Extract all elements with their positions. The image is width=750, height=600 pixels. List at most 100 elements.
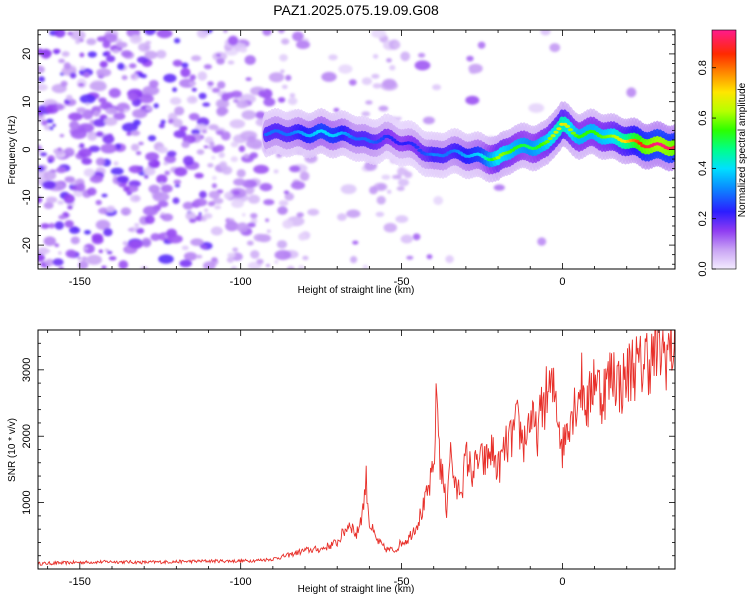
- spectrogram-noise-cell: [54, 243, 60, 248]
- spectrogram-noise-cell: [372, 83, 382, 89]
- spectrogram-ridge-cell: [388, 136, 394, 140]
- spectrogram-noise-cell: [189, 218, 197, 223]
- spectrogram-noise-cell: [189, 81, 197, 86]
- spectrogram-noise-cell: [190, 238, 204, 246]
- spectrogram-noise-cell: [426, 254, 433, 260]
- spectrogram-noise-cell: [38, 115, 43, 121]
- spectrogram-noise-cell: [86, 254, 102, 265]
- spectrogram-noise-cell: [201, 216, 207, 222]
- spectrogram-noise-cell: [219, 161, 228, 169]
- spectrogram-noise-cell: [395, 215, 409, 223]
- spectrogram-noise-cell: [52, 258, 64, 266]
- spectrogram-ridge-cell: [564, 124, 571, 128]
- x-tick-label: 0: [559, 576, 565, 588]
- spectrogram-noise-cell: [127, 92, 139, 101]
- spectrogram-noise-cell: [128, 239, 143, 249]
- spectrogram-ridge-cell: [553, 130, 559, 134]
- spectrogram-noise-cell: [121, 75, 128, 81]
- spectrogram-noise-cell: [95, 157, 106, 166]
- spectrogram-noise-cell: [38, 76, 45, 83]
- spectrogram-noise-cell: [172, 197, 180, 204]
- spectrogram-noise-cell: [181, 141, 190, 148]
- spectrogram-noise-cell: [142, 205, 159, 216]
- spectrogram-noise-cell: [161, 213, 174, 222]
- colorbar-ramp: [712, 30, 736, 269]
- spectrogram-noise-cell: [148, 160, 160, 169]
- spectrogram-noise-cell: [194, 172, 204, 179]
- spectrogram-noise-cell: [103, 117, 118, 126]
- spectrogram-noise-cell: [549, 43, 561, 53]
- spectrogram-noise-cell: [227, 252, 236, 258]
- spectrogram-noise-cell: [250, 217, 258, 225]
- spectrogram-noise-cell: [145, 106, 153, 111]
- spectrogram-noise-cell: [172, 118, 183, 128]
- spectrogram-noise-cell: [211, 87, 221, 93]
- spectrogram-noise-cell: [43, 201, 54, 209]
- spectrogram-noise-cell: [93, 110, 100, 117]
- spectrogram-noise-cell: [128, 63, 137, 69]
- spectrogram-noise-cell: [276, 240, 288, 249]
- spectrogram-ridge-cell: [379, 137, 385, 141]
- spectrogram-noise-cell: [466, 55, 474, 62]
- spectrogram-noise-cell: [181, 245, 189, 251]
- spectrogram-noise-cell: [111, 30, 116, 34]
- spectrogram-noise-cell: [152, 192, 170, 202]
- spectrogram-noise-cell: [200, 245, 208, 249]
- spectrogram-noise-cell: [376, 195, 386, 205]
- spectrogram-noise-cell: [106, 250, 113, 255]
- spectrogram-noise-cell: [280, 69, 285, 74]
- spectrogram-noise-cell: [298, 232, 307, 241]
- spectrogram-noise-cell: [75, 39, 81, 45]
- spectrogram-ridge-cell: [550, 134, 556, 138]
- spectrogram-noise-cell: [227, 35, 239, 46]
- spectrogram-noise-cell: [38, 196, 43, 204]
- spectrogram-noise-cell: [296, 40, 310, 49]
- spectrogram-noise-cell: [242, 213, 246, 217]
- spectrogram-noise-cell: [189, 74, 196, 81]
- spectrogram-noise-cell: [469, 68, 478, 74]
- x-tick-label: -100: [230, 576, 252, 588]
- spectrogram-noise-cell: [216, 130, 225, 136]
- spectrogram-noise-cell: [121, 122, 138, 132]
- spectrogram-noise-cell: [156, 174, 168, 184]
- spectrogram-noise-cell: [274, 260, 279, 264]
- spectrogram-noise-cell: [397, 178, 410, 187]
- spectrogram-noise-cell: [198, 92, 207, 100]
- spectrogram-noise-cell: [144, 30, 156, 36]
- spectrogram-noise-cell: [83, 243, 95, 254]
- colorbar: 0.0 0.2 0.4 0.6 0.8 Normalized spectral ampl…: [697, 29, 748, 277]
- spectrogram-noise-cell: [117, 62, 125, 70]
- spectrogram-noise-cell: [84, 230, 91, 235]
- spectrogram-noise-cell: [129, 34, 142, 44]
- spectrogram-noise-cell: [340, 184, 357, 195]
- spectrogram-noise-cell: [134, 223, 140, 227]
- spectrogram-noise-cell: [202, 129, 207, 134]
- y-tick-label: 10: [21, 96, 33, 108]
- colorbar-frame: [711, 29, 737, 270]
- spectrogram-noise-cell: [328, 54, 338, 61]
- spectrogram-noise-cell: [163, 73, 177, 83]
- spectrogram-noise-cell: [100, 143, 117, 154]
- spectrogram-noise-cell: [157, 200, 169, 208]
- spectrogram-noise-cell: [76, 107, 87, 114]
- spectrogram-noise-cell: [92, 81, 107, 92]
- spectrogram-noise-cell: [137, 56, 149, 64]
- spectrogram-noise-cell: [191, 55, 202, 62]
- spectrogram-noise-cell: [207, 163, 214, 168]
- spectrogram-noise-cell: [216, 107, 229, 115]
- spectrogram-noise-cell: [60, 80, 68, 87]
- y-tick-label: 1000: [21, 490, 33, 514]
- spectrogram-noise-cell: [412, 233, 421, 241]
- spectrogram-noise-cell: [61, 51, 70, 57]
- spectrogram-noise-cell: [400, 51, 411, 62]
- x-tick-label: 0: [559, 276, 565, 288]
- spectrogram-noise-cell: [101, 265, 107, 269]
- spectrogram-noise-cell: [418, 52, 426, 58]
- spectrogram-noise-cell: [58, 58, 65, 64]
- spectrogram-noise-cell: [268, 72, 285, 83]
- spectrogram-noise-cell: [277, 97, 286, 103]
- spectrogram-noise-cell: [63, 147, 75, 157]
- spectrogram-noise-cell: [290, 181, 306, 190]
- spectrogram-noise-cell: [209, 141, 215, 147]
